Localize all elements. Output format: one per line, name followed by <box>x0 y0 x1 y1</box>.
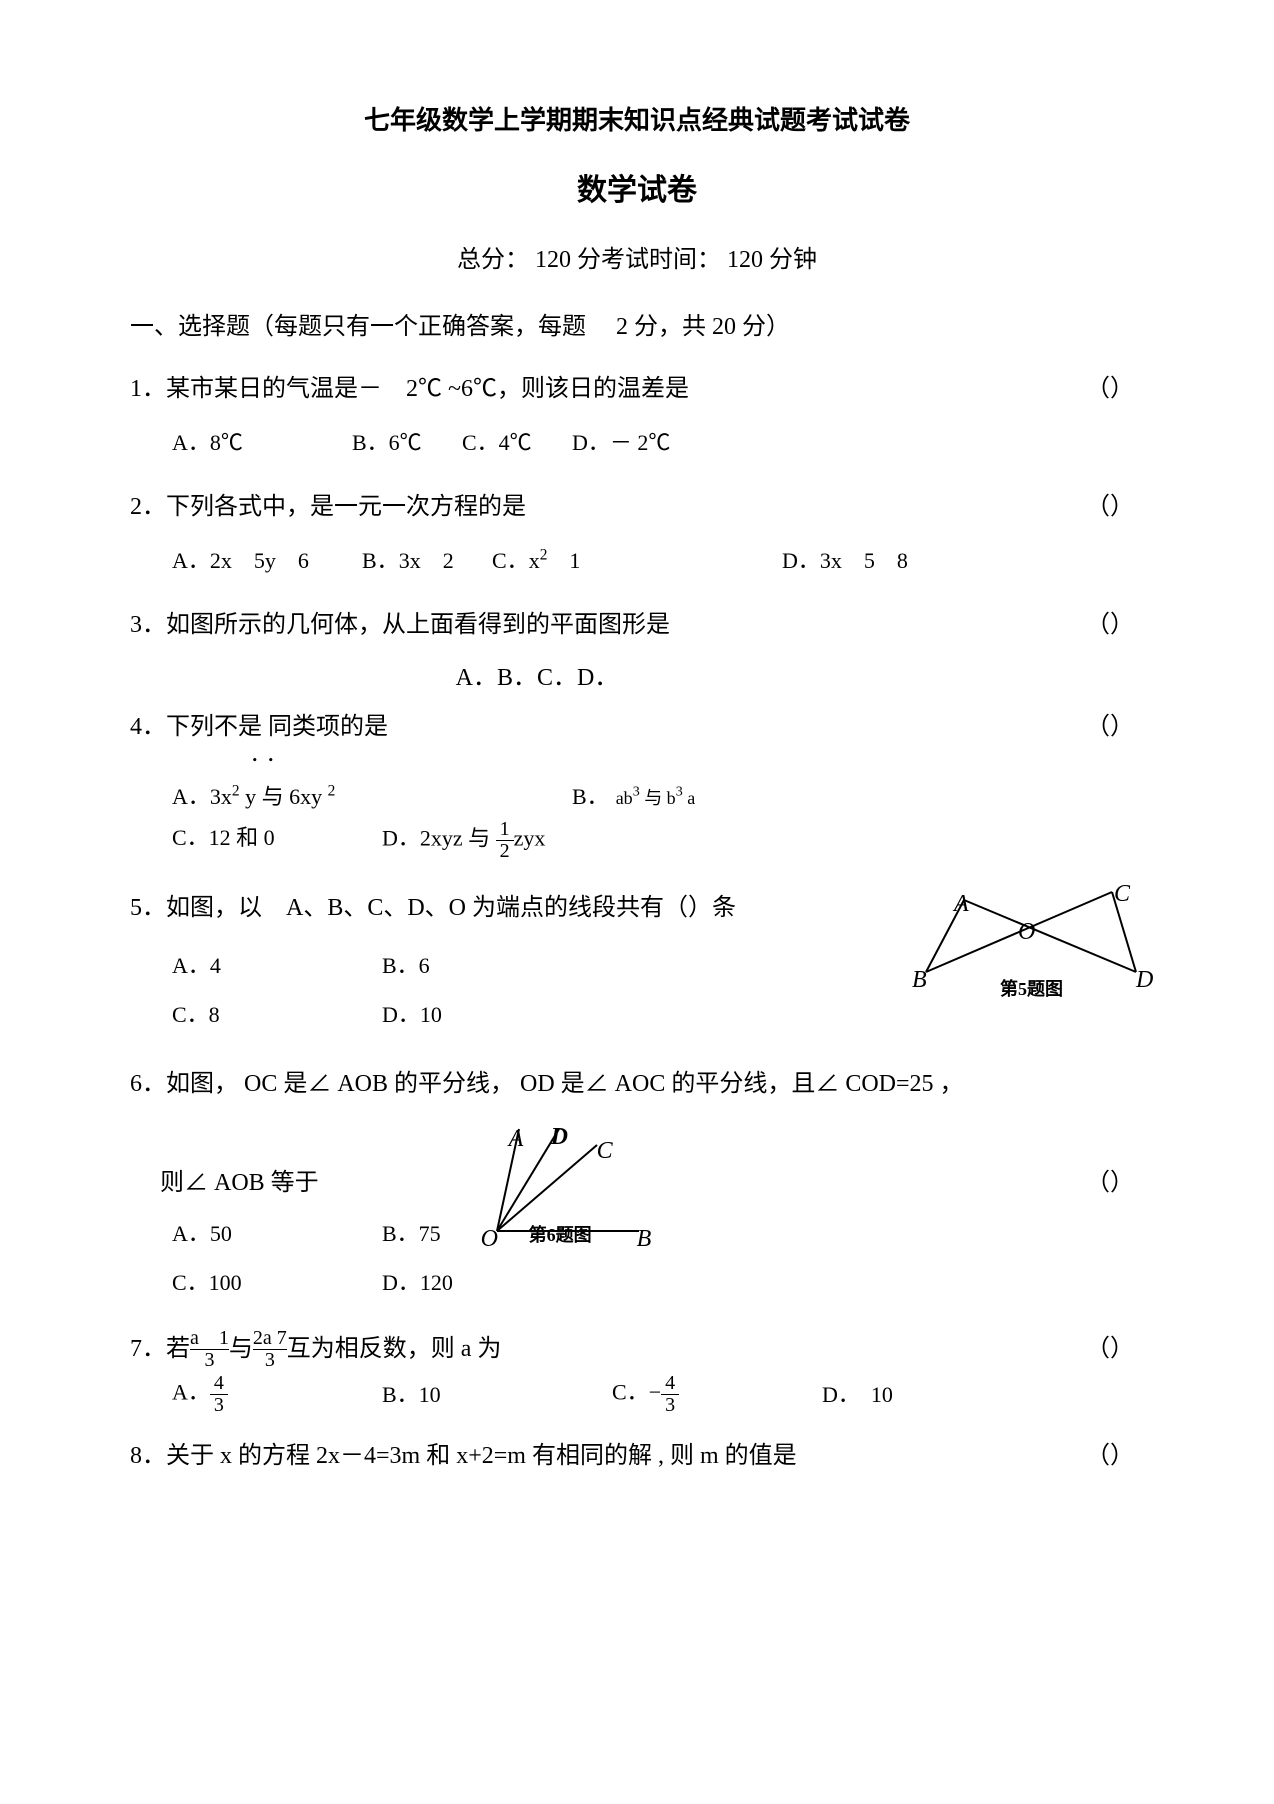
q2-opt-d: D．3x 5 8 <box>782 542 908 579</box>
q6-stem-b: 则∠ AOB 等于 <box>160 1163 319 1204</box>
q6-opt-a: A．50 <box>172 1215 382 1252</box>
answer-paren: （） <box>1086 1329 1144 1370</box>
q3-opts: A．B．C．D． <box>0 658 1144 699</box>
question-2: 2．下列各式中，是一元一次方程的是 （） A．2x 5y 6 B．3x 2 C．… <box>130 487 1144 579</box>
q2-opt-b: B．3x 2 <box>362 542 492 579</box>
q4-stem: 4．下列不是 同类项的是 <box>130 707 388 748</box>
exam-info: 总分： 120 分考试时间： 120 分钟 <box>130 239 1144 274</box>
answer-paren: （） <box>1086 1436 1144 1477</box>
question-8: 8．关于 x 的方程 2x－4=3m 和 x+2=m 有相同的解 , 则 m 的… <box>130 1436 1144 1477</box>
q5-opt-c: C．8 <box>172 996 382 1033</box>
question-7: 7．若 a 13 与 2a 73 互为相反数，则 a 为 （） A．43 B．1… <box>130 1328 1144 1416</box>
q8-stem: 8．关于 x 的方程 2x－4=3m 和 x+2=m 有相同的解 , 则 m 的… <box>130 1436 797 1477</box>
q7-opt-b: B．10 <box>382 1376 612 1413</box>
q1-opt-c: C．4℃ <box>462 424 572 461</box>
answer-paren: （） <box>1086 605 1144 646</box>
question-1: 1．某市某日的气温是－ 2℃ ~6℃，则该日的温差是 （） A．8℃ B．6℃ … <box>130 369 1144 461</box>
q6-opt-c: C．100 <box>172 1264 382 1301</box>
q7-mid1: 与 <box>229 1329 253 1370</box>
q1-opt-d: D．－ 2℃ <box>572 424 670 461</box>
question-6: 6．如图， OC 是∠ AOB 的平分线， OD 是∠ AOC 的平分线，且∠ … <box>130 1064 1144 1302</box>
q4-opt-c: C．12 和 0 <box>172 819 382 862</box>
q1-opt-a: A．8℃ <box>172 424 352 461</box>
q4-opt-a: A．3x2 y 与 6xy 2 <box>172 778 572 815</box>
fig6-label-A: A <box>509 1119 524 1160</box>
q4-opt-b: B． ab3 与 b3 a <box>572 778 695 815</box>
q1-opt-b: B．6℃ <box>352 424 462 461</box>
fig5-label-A: A <box>954 884 969 925</box>
q5-opt-a: A．4 <box>172 947 382 984</box>
answer-paren: （） <box>1086 369 1144 410</box>
answer-paren: （） <box>1086 487 1144 528</box>
q5-opt-b: B．6 <box>382 947 430 984</box>
q7-mid2: 互为相反数，则 a 为 <box>287 1329 502 1370</box>
q6-stem-a: 6．如图， OC 是∠ AOB 的平分线， OD 是∠ AOC 的平分线，且∠ … <box>130 1064 1144 1105</box>
q2-stem: 2．下列各式中，是一元一次方程的是 <box>130 487 526 528</box>
q6-opt-d: D．120 <box>382 1264 453 1301</box>
fig6-label-D: D <box>551 1117 568 1158</box>
exam-page: 七年级数学上学期期末知识点经典试题考试试卷 数学试卷 总分： 120 分考试时间… <box>0 0 1274 1563</box>
q4-opt-d: D．2xyz 与 12zyx <box>382 819 545 862</box>
q3-stem: 3．如图所示的几何体，从上面看得到的平面图形是 <box>130 605 670 646</box>
question-4: 4．下列不是 同类项的是 （） ．． A．3x2 y 与 6xy 2 B． ab… <box>130 707 1144 862</box>
q7-pre: 7．若 <box>130 1329 190 1370</box>
answer-paren: （） <box>1086 707 1144 748</box>
section-header: 一、选择题（每题只有一个正确答案，每题 2 分，共 20 分） <box>130 306 1144 341</box>
question-3: 3．如图所示的几何体，从上面看得到的平面图形是 （） A．B．C．D． <box>130 605 1144 699</box>
q7-opt-c: C．−43 <box>612 1373 822 1416</box>
q6-opt-b: B．75 <box>382 1215 441 1252</box>
answer-paren: （） <box>1086 1163 1144 1204</box>
q5-stem: 5．如图，以 A、B、C、D、O 为端点的线段共有（）条 <box>130 888 736 929</box>
q7-opt-d: D． 10 <box>822 1376 893 1413</box>
q5-opt-d: D．10 <box>382 996 442 1033</box>
q1-stem: 1．某市某日的气温是－ 2℃ ~6℃，则该日的温差是 <box>130 369 689 410</box>
q2-opt-a: A．2x 5y 6 <box>172 542 362 579</box>
question-5: 5．如图，以 A、B、C、D、O 为端点的线段共有（）条 A B C D O 第… <box>130 888 1144 1038</box>
q7-opt-a: A．43 <box>172 1373 382 1416</box>
fig5-label-C: C <box>1114 874 1130 915</box>
doc-subtitle: 数学试卷 <box>130 165 1144 209</box>
doc-title: 七年级数学上学期期末知识点经典试题考试试卷 <box>130 100 1144 137</box>
q2-opt-c: C．x2 1 <box>492 542 782 579</box>
fig6-label-C: C <box>597 1131 613 1172</box>
